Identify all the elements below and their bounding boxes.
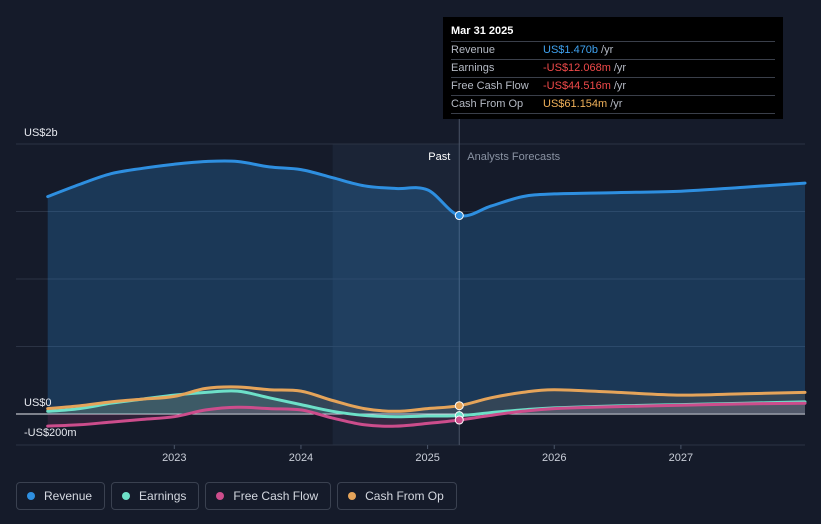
x-tick-label: 2024 — [289, 452, 313, 464]
legend-label: Cash From Op — [365, 489, 444, 503]
series-line-cash-from-op — [46, 385, 807, 413]
marker-cash-from-op — [454, 401, 464, 411]
tooltip-value: US$1.470b — [543, 44, 599, 56]
tooltip-row-earnings: Earnings -US$12.068m /yr — [451, 59, 775, 77]
forecast-label: Analysts Forecasts — [467, 151, 560, 163]
label-layer: US$2b US$0 -US$200m 2023 2024 2025 2026 2027 Pas… — [24, 127, 693, 464]
grid-layer — [16, 119, 805, 449]
legend-label: Free Cash Flow — [233, 489, 319, 503]
x-tick-label: 2027 — [669, 452, 693, 464]
legend-item-free-cash-flow[interactable]: Free Cash Flow — [205, 482, 332, 510]
marker-free-cash-flow — [454, 415, 464, 425]
legend-dot-icon — [348, 492, 357, 500]
series-line-revenue — [46, 159, 807, 218]
area-layer — [47, 160, 805, 427]
tooltip-value: -US$12.068m — [543, 62, 611, 74]
tooltip-name: Earnings — [451, 62, 495, 74]
legend-dot-icon — [216, 492, 225, 500]
tooltip-name: Revenue — [451, 44, 496, 56]
tooltip-date: Mar 31 2025 — [451, 25, 514, 37]
x-tick-label: 2023 — [162, 452, 186, 464]
marker-layer — [454, 211, 464, 425]
line-layer — [46, 159, 807, 428]
tooltip: Mar 31 2025 Revenue US$1.470b /yr Earnin… — [443, 17, 783, 119]
tooltip-value: US$61.154m — [543, 98, 608, 110]
legend-item-revenue[interactable]: Revenue — [16, 482, 106, 510]
legend-label: Earnings — [139, 489, 187, 503]
x-tick-label: 2025 — [415, 452, 439, 464]
legend-label: Revenue — [44, 489, 93, 503]
tooltip-unit: /yr — [613, 80, 627, 92]
y-tick-label: US$0 — [24, 397, 52, 409]
legend-dot-icon — [27, 492, 35, 500]
legend-dot-icon — [122, 492, 131, 500]
series-line-free-cash-flow — [46, 401, 807, 428]
y-tick-label: -US$200m — [24, 427, 77, 439]
tooltip-row-cash-from-op: Cash From Op US$61.154m /yr — [451, 95, 775, 114]
tooltip-unit: /yr — [613, 62, 627, 74]
tooltip-unit: /yr — [601, 44, 614, 56]
x-tick-label: 2026 — [542, 452, 566, 464]
tooltip-row-revenue: Revenue US$1.470b /yr — [451, 41, 775, 59]
tooltip-value: -US$44.516m — [543, 80, 611, 92]
series-area-earnings — [47, 390, 805, 417]
past-label: Past — [428, 151, 450, 163]
legend: Revenue Earnings Free Cash Flow Cash Fro… — [16, 482, 457, 512]
legend-item-cash-from-op[interactable]: Cash From Op — [337, 482, 457, 510]
legend-item-earnings[interactable]: Earnings — [111, 482, 200, 510]
tooltip-name: Cash From Op — [451, 98, 524, 110]
marker-revenue — [454, 211, 464, 221]
past-highlight-band — [332, 144, 460, 445]
y-tick-label: US$2b — [24, 127, 58, 139]
tooltip-unit: /yr — [610, 98, 623, 110]
series-area-revenue — [47, 160, 805, 414]
tooltip-row-free-cash-flow: Free Cash Flow -US$44.516m /yr — [451, 77, 775, 95]
tooltip-name: Free Cash Flow — [451, 80, 529, 92]
